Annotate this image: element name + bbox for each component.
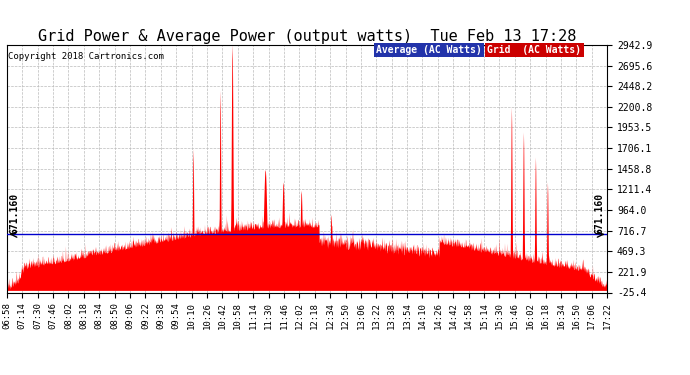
Text: Grid  (AC Watts): Grid (AC Watts) — [487, 45, 581, 55]
Text: 671.160: 671.160 — [595, 193, 604, 234]
Text: Copyright 2018 Cartronics.com: Copyright 2018 Cartronics.com — [8, 53, 164, 62]
Text: 671.160: 671.160 — [10, 193, 19, 234]
Title: Grid Power & Average Power (output watts)  Tue Feb 13 17:28: Grid Power & Average Power (output watts… — [38, 29, 576, 44]
Text: Average (AC Watts): Average (AC Watts) — [376, 45, 482, 55]
